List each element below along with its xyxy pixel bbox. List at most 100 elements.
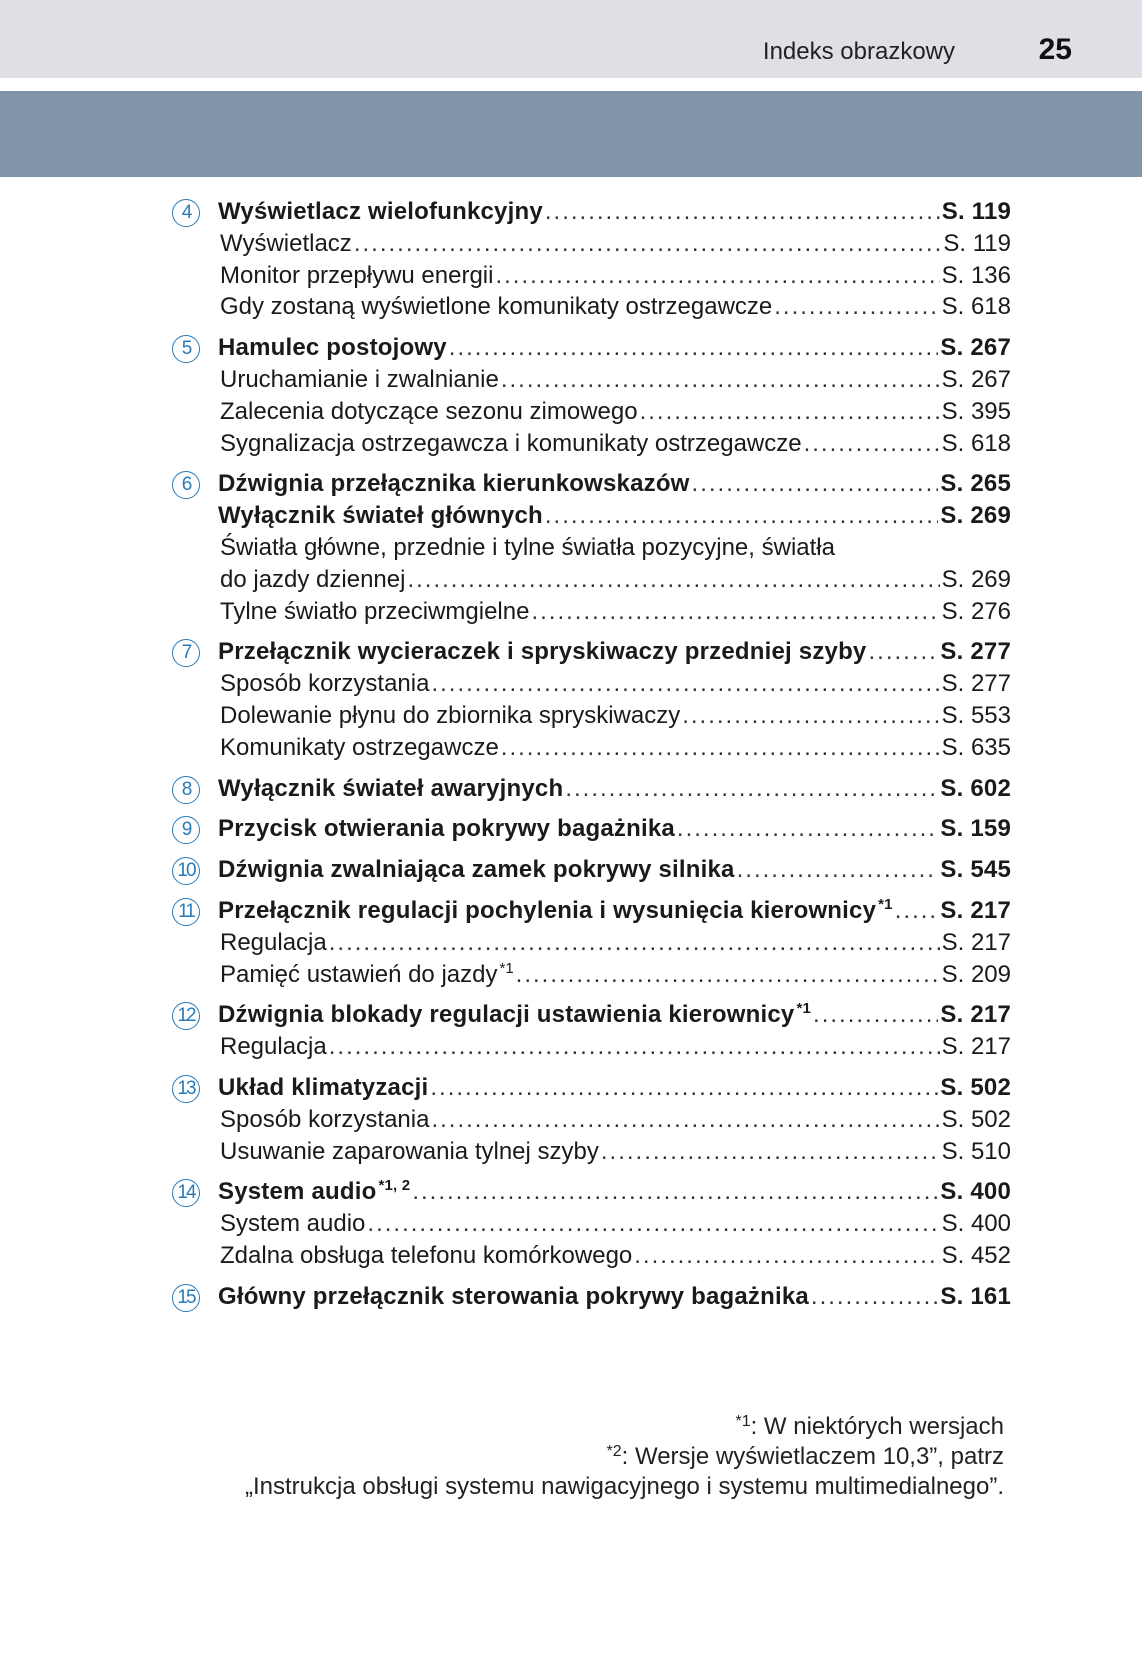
header-bar (0, 0, 1142, 78)
index-entry[interactable]: 7 Przełącznik wycieraczek i spryskiwaczy … (171, 636, 1011, 668)
page-reference-link[interactable]: S. 452 (941, 1241, 1011, 1269)
page-reference-link[interactable]: S. 136 (941, 261, 1011, 289)
footnote-text: : Wersje wyświetlaczem 10,3”, patrz (621, 1443, 1004, 1470)
dot-leader (449, 332, 939, 364)
footnote-text: : W niektórych wersjach (750, 1413, 1004, 1440)
index-entry[interactable]: Komunikaty ostrzegawcze S. 635 (171, 732, 1011, 764)
section-band (0, 91, 1142, 177)
index-entry[interactable]: Wyłącznik świateł głównych S. 269 (171, 500, 1011, 532)
index-entry[interactable]: 12 Dźwignia blokady regulacji ustawienia … (171, 999, 1011, 1031)
page-reference-link[interactable]: S. 267 (941, 365, 1011, 393)
page-reference-link[interactable]: S. 502 (941, 1105, 1011, 1133)
dot-leader (367, 1208, 939, 1240)
entry-text: do jazdy dziennej (220, 565, 406, 593)
entry-title: Hamulec postojowy (218, 332, 447, 364)
page-reference-link[interactable]: S. 217 (941, 928, 1011, 956)
page-reference-link[interactable]: S. 618 (941, 293, 1011, 321)
entry-title: Wyświetlacz wielofunkcyjny (218, 196, 543, 228)
index-entry[interactable]: Sygnalizacja ostrzegawcza i komunikaty o… (171, 428, 1011, 460)
entry-text: System audio (220, 1210, 366, 1238)
index-entry[interactable]: 13 Układ klimatyzacji S. 502 (171, 1072, 1011, 1104)
page-reference-link[interactable]: S. 269 (940, 502, 1011, 530)
index-entry[interactable]: 10 Dźwignia zwalniająca zamek pokrywy sil… (171, 854, 1011, 886)
entry-title: System audio (220, 1208, 365, 1240)
page-reference-link[interactable]: S. 400 (940, 1178, 1011, 1206)
index-entry[interactable]: 6 Dźwignia przełącznika kierunkowskazów S.… (171, 468, 1011, 500)
entry-text: Komunikaty ostrzegawcze (220, 733, 499, 761)
index-entry[interactable]: 8 Wyłącznik świateł awaryjnych S. 602 (171, 773, 1011, 805)
index-entry[interactable]: 9 Przycisk otwierania pokrywy bagażnika S.… (171, 813, 1011, 845)
footnote-line: „Instrukcja obsługi systemu nawigacyjneg… (245, 1472, 1004, 1502)
page-reference-link[interactable]: S. 217 (941, 1033, 1011, 1061)
page-reference-link[interactable]: S. 395 (941, 397, 1011, 425)
footnote-mark: *2 (606, 1443, 622, 1460)
index-entry[interactable]: Zalecenia dotyczące sezonu zimowego S. 39… (171, 396, 1011, 428)
entry-text: Regulacja (220, 1033, 327, 1061)
index-entry[interactable]: System audio S. 400 (171, 1208, 1011, 1240)
index-entry[interactable]: Dolewanie płynu do zbiornika spryskiwacz… (171, 700, 1011, 732)
callout-number-icon: 11 (172, 897, 200, 926)
index-entry[interactable]: Regulacja S. 217 (171, 927, 1011, 959)
entry-title: Monitor przepływu energii (220, 260, 493, 292)
page-reference-link[interactable]: S. 161 (940, 1282, 1011, 1310)
page-reference-link[interactable]: S. 277 (941, 670, 1011, 698)
page-reference-link[interactable]: S. 159 (940, 815, 1011, 843)
index-entry[interactable]: Gdy zostaną wyświetlone komunikaty ostrz… (171, 291, 1011, 323)
index-entry[interactable]: Wyświetlacz S. 119 (171, 228, 1011, 260)
entry-text: Dźwignia zwalniająca zamek pokrywy silni… (218, 856, 735, 884)
callout-number-icon: 9 (172, 816, 200, 845)
page-reference-link[interactable]: S. 276 (941, 597, 1011, 625)
index-group: 10 Dźwignia zwalniająca zamek pokrywy sil… (171, 854, 1011, 886)
page-reference-link[interactable]: S. 209 (941, 960, 1011, 988)
page-reference-link[interactable]: S. 618 (941, 429, 1011, 457)
page-reference-link[interactable]: S. 277 (940, 638, 1011, 666)
entry-title: do jazdy dziennej (220, 564, 405, 596)
entry-title: Sposób korzystania (220, 1104, 429, 1136)
dot-leader (737, 854, 939, 886)
page-reference-link[interactable]: S. 602 (940, 774, 1011, 802)
index-entry[interactable]: Regulacja S. 217 (171, 1031, 1011, 1063)
page-reference-link[interactable]: S. 267 (940, 334, 1011, 362)
dot-leader (329, 927, 940, 959)
entry-text: Regulacja (220, 928, 327, 956)
index-group: 15 Główny przełącznik sterowania pokrywy … (171, 1281, 1011, 1313)
index-entry[interactable]: Sposób korzystania S. 502 (171, 1104, 1011, 1136)
callout-number-icon: 6 (172, 471, 200, 500)
index-entry[interactable]: 15 Główny przełącznik sterowania pokrywy … (171, 1281, 1011, 1313)
page-reference-link[interactable]: S. 217 (940, 1001, 1011, 1029)
callout-number-icon: 8 (172, 775, 200, 804)
index-entry[interactable]: Uruchamianie i zwalnianie S. 267 (171, 364, 1011, 396)
dot-leader (431, 668, 939, 700)
page-reference-link[interactable]: S. 217 (940, 896, 1011, 924)
index-entry[interactable]: 14 System audio*1, 2 S. 400 (171, 1176, 1011, 1208)
index-entry[interactable]: 5 Hamulec postojowy S. 267 (171, 332, 1011, 364)
index-entry[interactable]: Tylne światło przeciwmgielne S. 276 (171, 596, 1011, 628)
page-reference-link[interactable]: S. 119 (943, 229, 1011, 257)
index-entry[interactable]: Sposób korzystania S. 277 (171, 668, 1011, 700)
entry-text: Wyłącznik świateł awaryjnych (218, 774, 564, 802)
index-entry[interactable]: 11 Przełącznik regulacji pochylenia i wys… (171, 895, 1011, 927)
page-reference-link[interactable]: S. 119 (941, 198, 1011, 225)
page-reference-link[interactable]: S. 510 (941, 1137, 1011, 1165)
callout-number-icon: 12 (172, 1002, 200, 1031)
index-entry[interactable]: do jazdy dziennej S. 269 (171, 564, 1011, 596)
entry-title: Przełącznik regulacji pochylenia i wysun… (218, 895, 893, 927)
index-entry[interactable]: Monitor przepływu energii S. 136 (171, 260, 1011, 292)
dot-leader (565, 773, 938, 805)
page-reference-link[interactable]: S. 553 (941, 701, 1011, 729)
index-group: 6 Dźwignia przełącznika kierunkowskazów S.… (171, 468, 1011, 627)
footnote-mark: *1 (735, 1413, 751, 1430)
page-reference-link[interactable]: S. 502 (940, 1073, 1011, 1101)
entry-text: Sposób korzystania (220, 670, 430, 698)
entry-title: Dźwignia przełącznika kierunkowskazów (218, 468, 690, 500)
index-entry[interactable]: Pamięć ustawień do jazdy*1 S. 209 (171, 959, 1011, 991)
index-entry[interactable]: Zdalna obsługa telefonu komórkowego S. 45… (171, 1240, 1011, 1272)
page-reference-link[interactable]: S. 635 (941, 733, 1011, 761)
index-entry[interactable]: Usuwanie zaparowania tylnej szyby S. 510 (171, 1136, 1011, 1168)
page-reference-link[interactable]: S. 545 (940, 856, 1011, 884)
page-reference-link[interactable]: S. 269 (941, 565, 1011, 593)
page-reference-link[interactable]: S. 265 (940, 470, 1011, 498)
page-reference-link[interactable]: S. 400 (941, 1210, 1011, 1238)
index-entry[interactable]: 4 Wyświetlacz wielofunkcyjny S. 119 (171, 196, 1011, 228)
